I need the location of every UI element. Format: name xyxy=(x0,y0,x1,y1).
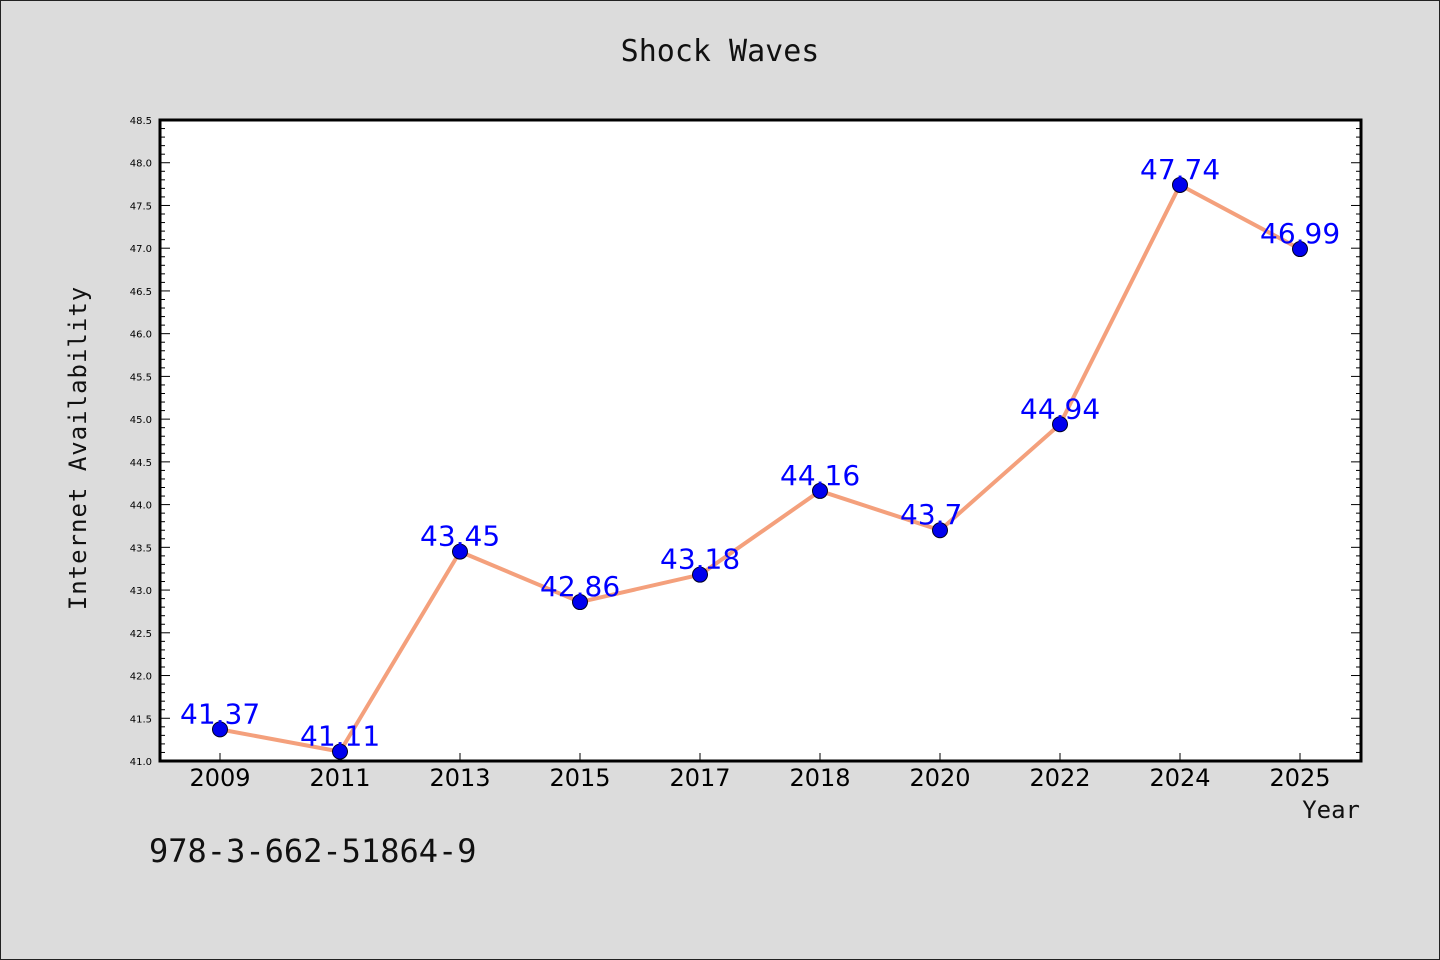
data-point-marker xyxy=(212,721,228,738)
data-label: 44.94 xyxy=(1020,392,1100,425)
data-label: 44.16 xyxy=(780,459,860,492)
y-tick-label: 46.0 xyxy=(130,330,152,341)
x-tick-label: 2024 xyxy=(1149,764,1210,792)
y-tick-label: 44.5 xyxy=(130,458,152,469)
x-tick-label: 2020 xyxy=(909,764,970,792)
plot-area xyxy=(158,118,1363,763)
data-label: 43.7 xyxy=(900,498,962,531)
x-tick-label: 2022 xyxy=(1029,764,1090,792)
x-tick-label: 2017 xyxy=(669,764,730,792)
data-label: 43.18 xyxy=(660,543,740,576)
data-point-marker xyxy=(932,522,948,539)
series-line xyxy=(212,176,1308,760)
x-tick-label: 2011 xyxy=(309,764,370,792)
x-tick-label: 2009 xyxy=(189,764,250,792)
data-label: 41.11 xyxy=(300,720,380,753)
y-tick-label: 44.0 xyxy=(130,501,152,512)
y-tick-label: 41.5 xyxy=(130,714,152,725)
data-point-marker xyxy=(812,482,828,499)
isbn-text: 978-3-662-51864-9 xyxy=(149,832,477,870)
data-point-marker xyxy=(1292,241,1308,258)
y-tick-label: 45.0 xyxy=(130,415,152,426)
data-label: 47.74 xyxy=(1140,153,1220,186)
x-tick-label: 2015 xyxy=(549,764,610,792)
y-tick-label: 47.0 xyxy=(130,244,152,255)
x-axis: 2009 2011 2013 2015 2017 2018 2020 2022 2024 2025 xyxy=(189,753,1331,792)
data-label: 42.86 xyxy=(540,570,620,603)
y-tick-label: 42.5 xyxy=(130,629,152,640)
data-label: 41.37 xyxy=(180,697,260,730)
data-point-marker xyxy=(692,566,708,583)
chart-title: Shock Waves xyxy=(620,34,820,69)
series-path xyxy=(219,182,1301,754)
data-label: 46.99 xyxy=(1260,217,1340,250)
data-point-marker xyxy=(332,743,348,760)
y-tick-label: 48.0 xyxy=(130,159,152,170)
y-tick-label: 47.5 xyxy=(130,201,152,212)
y-tick-label: 43.0 xyxy=(130,586,152,597)
data-point-marker xyxy=(1172,176,1188,193)
y-axis-label: Internet Availability xyxy=(64,285,92,611)
y-tick-label: 42.0 xyxy=(130,672,152,683)
y-tick-label: 43.5 xyxy=(130,543,152,554)
data-labels: 41.37 41.11 43.45 42.86 43.18 44.16 43.7 44.94 4… xyxy=(180,153,1340,753)
y-tick-label: 46.5 xyxy=(130,287,152,298)
data-point-marker xyxy=(572,594,588,611)
data-point-marker xyxy=(452,543,468,560)
y-tick-label: 45.5 xyxy=(130,372,152,383)
x-tick-label: 2025 xyxy=(1269,764,1330,792)
x-axis-label: Year xyxy=(1302,796,1360,824)
y-tick-label: 41.0 xyxy=(130,757,152,768)
x-tick-label: 2013 xyxy=(429,764,490,792)
data-point-marker xyxy=(1052,416,1068,433)
y-tick-label: 48.5 xyxy=(130,116,152,127)
x-tick-label: 2018 xyxy=(789,764,850,792)
y-axis: 41.0 41.5 42.0 42.5 43.0 43.5 44.0 44.5 45.0 45.5… xyxy=(130,116,1361,768)
data-label: 43.45 xyxy=(420,520,500,553)
